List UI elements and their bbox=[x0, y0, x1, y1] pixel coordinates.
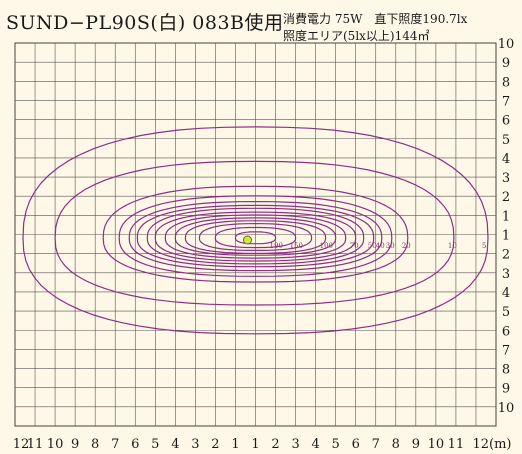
y-tick-label: 1 bbox=[502, 209, 510, 224]
x-tick-label: 10 bbox=[47, 437, 64, 452]
y-tick-label: 2 bbox=[502, 248, 510, 263]
x-tick-label: 1 bbox=[251, 437, 259, 452]
x-tick-label: 11 bbox=[27, 437, 44, 452]
contour-line bbox=[118, 195, 393, 277]
x-tick-label: 10 bbox=[428, 437, 445, 452]
contour-line bbox=[22, 126, 489, 335]
y-tick-label: 5 bbox=[502, 305, 510, 320]
y-tick-label: 6 bbox=[502, 114, 510, 129]
x-tick-label: 5 bbox=[151, 437, 159, 452]
y-tick-label: 4 bbox=[502, 286, 510, 301]
x-tick-label: 3 bbox=[291, 437, 299, 452]
contour-line bbox=[102, 185, 409, 283]
contour-label: 5 bbox=[482, 242, 486, 250]
y-tick-label: 1 bbox=[502, 229, 510, 244]
contour-line bbox=[214, 226, 297, 249]
contour-line bbox=[146, 207, 365, 265]
x-tick-label: 4 bbox=[171, 437, 179, 452]
x-tick-label: 9 bbox=[412, 437, 420, 452]
x-tick-label: 2 bbox=[271, 437, 279, 452]
contour-label: 100 bbox=[320, 242, 333, 250]
x-tick-label: 7 bbox=[372, 437, 380, 452]
contour-label: 20 bbox=[402, 242, 411, 250]
grid-lines bbox=[15, 43, 496, 426]
contour-line bbox=[154, 211, 357, 262]
y-tick-label: 5 bbox=[502, 133, 510, 148]
y-tick-label: 2 bbox=[502, 190, 510, 205]
y-tick-label: 9 bbox=[502, 56, 510, 71]
contour-label: 190 bbox=[270, 242, 283, 250]
x-tick-label: 3 bbox=[191, 437, 199, 452]
x-tick-label: 7 bbox=[111, 437, 119, 452]
y-axis-ticks: 10 9 8 7 6 5 4 3 2 1 1 2 3 4 5 6 7 8 9 10 bbox=[498, 37, 515, 416]
contour-label: 150 bbox=[290, 242, 303, 250]
y-tick-label: 7 bbox=[502, 343, 510, 358]
contour-line bbox=[54, 160, 455, 306]
contour-label: 70 bbox=[350, 242, 359, 250]
y-tick-label: 3 bbox=[502, 171, 510, 186]
contour-label: 50 bbox=[368, 242, 377, 250]
y-tick-label: 6 bbox=[502, 324, 510, 339]
y-tick-label: 10 bbox=[498, 401, 515, 416]
y-tick-label: 8 bbox=[502, 363, 510, 378]
contour-line bbox=[164, 214, 347, 259]
x-tick-label: 5 bbox=[332, 437, 340, 452]
y-tick-label: 9 bbox=[502, 382, 510, 397]
contour-line bbox=[174, 217, 337, 256]
contour-line bbox=[136, 204, 375, 268]
x-tick-label: 11 bbox=[448, 437, 465, 452]
contour-line bbox=[184, 220, 327, 254]
y-tick-label: 3 bbox=[502, 267, 510, 282]
x-tick-label: 4 bbox=[311, 437, 319, 452]
x-tick-label: 9 bbox=[71, 437, 79, 452]
x-tick-label: 12 bbox=[13, 437, 30, 452]
contour-line bbox=[128, 200, 383, 272]
contour-line bbox=[198, 222, 313, 251]
x-tick-label: 6 bbox=[131, 437, 139, 452]
contour-label: 40 bbox=[376, 242, 385, 250]
x-tick-label: 8 bbox=[91, 437, 99, 452]
contour-labels: 190 150 100 70 50 40 30 20 10 5 bbox=[270, 242, 487, 250]
y-tick-label: 7 bbox=[502, 94, 510, 109]
y-tick-label: 4 bbox=[502, 152, 510, 167]
y-tick-label: 10 bbox=[498, 37, 515, 52]
contour-line bbox=[234, 231, 277, 245]
x-tick-label: 8 bbox=[392, 437, 400, 452]
power-spec-text: 消費電力 75W 直下照度190.7lx bbox=[283, 12, 468, 26]
fixture-center-marker bbox=[243, 235, 252, 245]
contour-label: 30 bbox=[386, 242, 395, 250]
contour-label: 10 bbox=[448, 242, 457, 250]
x-tick-label: 6 bbox=[352, 437, 360, 452]
illuminance-area-text: 照度エリア(5lx以上)144㎡ bbox=[283, 29, 430, 43]
y-tick-label: 8 bbox=[502, 75, 510, 90]
x-tick-label: 2 bbox=[211, 437, 219, 452]
contour-lines bbox=[22, 126, 489, 335]
x-tick-label: 1 bbox=[231, 437, 239, 452]
x-tick-label: 12(m) bbox=[472, 437, 511, 452]
chart-title: SUND−PL90S(白) 083B使用 bbox=[6, 12, 284, 34]
